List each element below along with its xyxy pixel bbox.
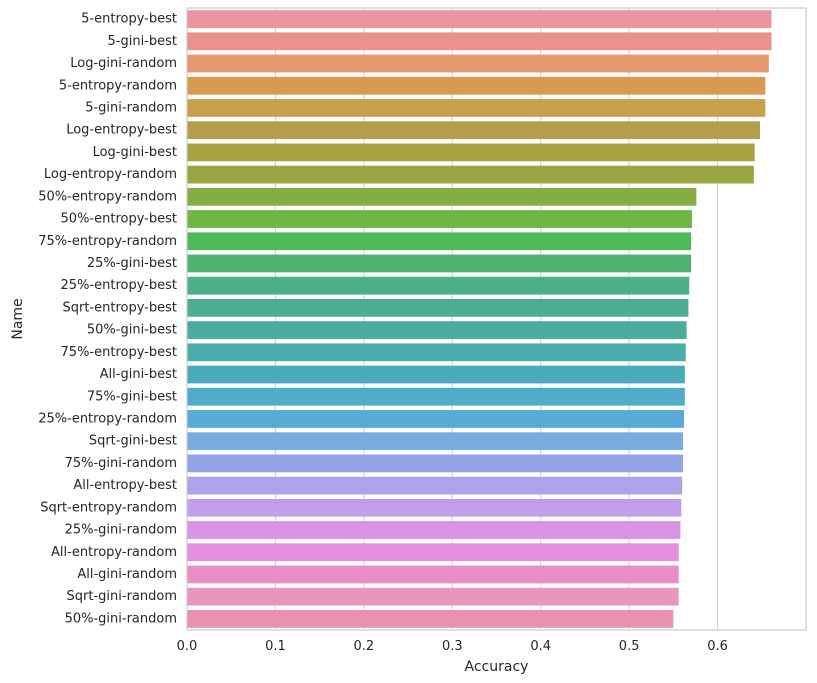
y-tick-label: 25%-gini-random — [65, 523, 177, 538]
bar — [187, 543, 679, 562]
x-tick-label: 0.4 — [530, 639, 551, 654]
bar — [187, 165, 754, 184]
bar — [187, 454, 684, 473]
y-tick-label: 25%-gini-best — [87, 256, 177, 271]
bar — [187, 432, 684, 451]
y-tick-label: 75%-gini-best — [87, 389, 177, 404]
y-tick-label: Log-entropy-random — [44, 167, 177, 182]
bar — [187, 232, 692, 251]
bar — [187, 54, 769, 73]
y-tick-label: All-gini-best — [100, 367, 177, 382]
x-tick-label: 0.1 — [265, 639, 286, 654]
y-tick-label: 5-entropy-random — [59, 78, 177, 93]
y-tick-labels: 5-entropy-best 5-gini-best Log-gini-random… — [38, 12, 177, 627]
x-tick-label: 0.5 — [619, 639, 640, 654]
y-tick-label: 50%-entropy-best — [61, 212, 177, 227]
y-tick-label: All-entropy-best — [73, 478, 177, 493]
bar — [187, 10, 772, 28]
y-tick-label: Sqrt-entropy-random — [40, 500, 177, 515]
bar — [187, 498, 682, 517]
bar — [187, 343, 686, 362]
y-tick-label: Sqrt-gini-random — [67, 589, 177, 604]
x-axis-title: Accuracy — [465, 659, 529, 675]
bar — [187, 410, 684, 428]
bar — [187, 299, 689, 317]
y-tick-label: 5-gini-best — [108, 34, 178, 49]
bar — [187, 587, 679, 606]
bar — [187, 32, 772, 51]
plot-frame — [186, 7, 807, 631]
x-tick-labels: 0.0 0.1 0.2 0.3 0.4 0.5 0.6 — [177, 639, 728, 654]
bar — [187, 387, 685, 406]
y-tick-label: 5-entropy-best — [81, 12, 177, 27]
bar — [187, 365, 685, 384]
bar — [187, 565, 679, 584]
y-tick-label: All-entropy-random — [51, 545, 177, 560]
bar — [187, 187, 697, 206]
x-tick-label: 0.0 — [177, 639, 198, 654]
y-tick-label: 50%-gini-best — [87, 323, 177, 338]
bar — [187, 276, 690, 295]
bars — [187, 10, 772, 628]
y-axis-title: Name — [10, 298, 26, 339]
bar — [187, 521, 681, 539]
bar — [187, 76, 766, 95]
bar — [187, 254, 692, 273]
y-tick-label: All-gini-random — [77, 567, 177, 582]
bar — [187, 610, 674, 628]
bar — [187, 476, 683, 495]
y-tick-label: Sqrt-gini-best — [89, 434, 177, 449]
y-tick-label: 50%-gini-random — [65, 611, 177, 626]
bar — [187, 321, 687, 339]
bar — [187, 99, 766, 117]
y-tick-label: 50%-entropy-random — [38, 189, 177, 204]
y-tick-label: 25%-entropy-best — [61, 278, 177, 293]
bar — [187, 210, 692, 228]
y-tick-label: Log-entropy-best — [66, 123, 177, 138]
y-tick-label: 75%-entropy-best — [61, 345, 177, 360]
y-tick-label: 75%-entropy-random — [38, 234, 177, 249]
y-tick-label: 5-gini-random — [85, 100, 177, 115]
y-tick-label: 75%-gini-random — [65, 456, 177, 471]
x-tick-label: 0.6 — [707, 639, 728, 654]
x-tick-label: 0.3 — [442, 639, 463, 654]
bar — [187, 121, 761, 140]
y-tick-label: 25%-entropy-random — [38, 411, 177, 426]
bar — [187, 143, 755, 162]
x-tick-label: 0.2 — [354, 639, 375, 654]
y-tick-label: Log-gini-best — [93, 145, 177, 160]
y-tick-label: Log-gini-random — [70, 56, 177, 71]
y-tick-label: Sqrt-entropy-best — [62, 300, 177, 315]
